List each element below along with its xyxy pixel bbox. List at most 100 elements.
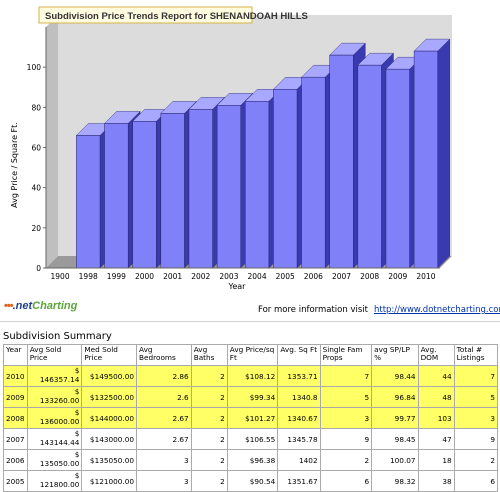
cell-bath: 2 [190,386,228,408]
column-header: Avg Sold Price [26,344,83,366]
table-row: 2005 $121800.00 $121000.00 3 2 $90.54 1351.67 6… [3,470,499,492]
dotnetcharting-link[interactable]: http://www.dotnetcharting.com [373,305,500,315]
bar-2007 [329,54,354,269]
x-tick-label: 2003 [219,272,238,281]
bar-2004 [245,101,270,269]
cell-year: 2006 [3,449,28,471]
cell-dom: 18 [417,449,455,471]
bar-2000 [132,121,157,269]
cell-bed: 3 [136,449,192,471]
cell-splp: 96.84 [371,386,419,408]
cell-bath: 2 [190,407,228,429]
x-tick-label: 2008 [360,272,379,281]
avg-sold-value: 136000.00 [39,417,80,426]
column-header: Avg. Sq Ft [277,344,321,366]
bar-2005 [273,89,298,269]
cell-avg-sold-price: $143144.44 [26,428,83,450]
cell-sfp: 5 [319,386,373,408]
cell-sqft: 1345.78 [277,428,321,450]
currency-symbol: $ [74,388,80,396]
y-tick-label: 100 [27,63,42,72]
cell-ppsf: $108.12 [226,365,279,387]
x-tick-label: 2000 [135,272,154,281]
cell-bath: 2 [190,449,228,471]
currency-symbol: $ [74,451,80,459]
column-header: Med Sold Price [81,344,138,366]
cell-bed: 2.67 [136,428,192,450]
cell-avg-sold-price: $136000.00 [26,407,83,429]
x-tick-label: 2009 [388,272,407,281]
bar-2002 [188,109,213,269]
dotnetcharting-logo[interactable]: •••.netCharting [4,300,78,312]
cell-med-sold: $144000.00 [81,407,138,429]
cell-dom: 48 [417,386,455,408]
x-tick-label: 2001 [163,272,182,281]
column-header: Avg. DOM [417,344,455,366]
cell-sqft: 1340.8 [277,386,321,408]
column-header: Avg Baths [190,344,228,366]
cell-splp: 100.07 [371,449,419,471]
cell-sfp: 2 [319,449,373,471]
x-tick-label: 2004 [248,272,267,281]
cell-sqft: 1340.67 [277,407,321,429]
cell-year: 2008 [3,407,28,429]
cell-listings: 5 [453,386,499,408]
column-header: Avg Bedrooms [136,344,192,366]
divider [0,321,500,322]
cell-avg-sold-price: $133260.00 [26,386,83,408]
currency-symbol: $ [74,472,80,480]
bar-side [437,38,450,269]
cell-bed: 3 [136,470,192,492]
subdivision-summary-table: Year Avg Sold Price Med Sold Price Avg Bedr… [3,344,499,492]
cell-dom: 44 [417,365,455,387]
y-tick-label: 80 [31,103,41,112]
cell-splp: 98.44 [371,365,419,387]
cell-ppsf: $96.38 [226,449,279,471]
more-info-text: For more information visit http://www.dot… [258,305,500,315]
cell-med-sold: $135050.00 [81,449,138,471]
avg-sold-value: 133260.00 [39,396,80,405]
cell-splp: 99.77 [371,407,419,429]
bar-1998 [76,135,101,269]
cell-year: 2009 [3,386,28,408]
summary-title: Subdivision Summary [3,331,112,342]
chart-credit-bar: •••.netCharting For more information vis… [0,296,500,320]
y-tick-label: 60 [31,144,41,153]
table-row: 2010 $146357.14 $149500.00 2.86 2 $108.12 1353… [3,365,499,387]
plot-left-wall [46,15,58,268]
bar-2006 [301,76,326,269]
cell-dom: 47 [417,428,455,450]
cell-ppsf: $106.55 [226,428,279,450]
cell-bed: 2.86 [136,365,192,387]
cell-med-sold: $132500.00 [81,386,138,408]
column-header: Year [3,344,28,366]
cell-sfp: 3 [319,407,373,429]
cell-ppsf: $99.34 [226,386,279,408]
cell-avg-sold-price: $135050.00 [26,449,83,471]
cell-med-sold: $121000.00 [81,470,138,492]
cell-bed: 2.67 [136,407,192,429]
avg-sold-value: 146357.14 [39,375,80,384]
cell-year: 2007 [3,428,28,450]
avg-sold-value: 121800.00 [39,480,80,489]
y-tick-label: 0 [36,264,41,273]
table-row: 2007 $143144.44 $143000.00 2.67 2 $106.55 1345… [3,428,499,450]
bar-2009 [385,68,410,269]
axes: 0 20 40 60 80 100 1900 1998 1999 2000 2001 2002 2003… [27,27,440,281]
column-header: Avg Price/sq Ft [226,344,279,366]
avg-sold-value: 135050.00 [39,459,80,468]
y-axis-label: Avg Price / Square Ft. [10,122,19,208]
cell-listings: 6 [453,470,499,492]
column-header: Single Fam Props [319,344,373,366]
cell-listings: 7 [453,365,499,387]
cell-listings: 2 [453,449,499,471]
cell-bath: 2 [190,470,228,492]
x-axis-label: Year [228,282,247,291]
x-tick-label: 2010 [416,272,435,281]
column-header: avg SP/LP % [371,344,419,366]
price-trend-chart: 0 20 40 60 80 100 1900 1998 1999 2000 2001 2002 2003… [10,6,452,291]
cell-sqft: 1353.71 [277,365,321,387]
currency-symbol: $ [74,430,80,438]
table-header-row: Year Avg Sold Price Med Sold Price Avg Bedr… [3,344,499,366]
cell-avg-sold-price: $121800.00 [26,470,83,492]
